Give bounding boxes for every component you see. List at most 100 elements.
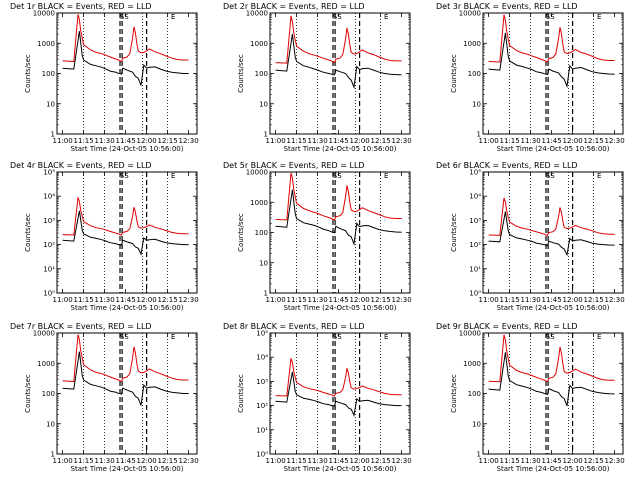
x-tick-label: 11:15 — [287, 137, 307, 145]
y-tick-label: 10000 — [459, 10, 481, 18]
lld-series-line — [275, 15, 402, 64]
x-tick-label: 12:00 — [350, 137, 370, 145]
x-tick-label: 11:00 — [266, 137, 286, 145]
x-axis-label: Start Time (24-Oct-05 10:56:00) — [71, 304, 184, 312]
y-axis-label: Counts/sec — [237, 213, 245, 252]
x-tick-label: 12:30 — [179, 137, 199, 145]
y-tick-label: 10 — [46, 100, 55, 108]
x-tick-label: 11:30 — [308, 296, 328, 304]
detector-panel: Det 8r BLACK = Events, RED = LLD 10⁰ 10¹ 10… — [223, 322, 412, 473]
detector-panel: Det 2r BLACK = Events, RED = LLD 1 10 100 10… — [223, 2, 412, 153]
x-tick-label: 11:00 — [266, 457, 286, 465]
x-tick-label: 12:00 — [563, 457, 583, 465]
time-marker-label: E — [384, 333, 388, 341]
y-tick-label: 1 — [477, 451, 481, 459]
x-tick-label: 11:30 — [521, 457, 541, 465]
time-marker-label: SS — [333, 13, 342, 21]
y-tick-label: 1 — [51, 451, 55, 459]
y-tick-label: 10 — [46, 420, 55, 428]
panel-title: Det 2r BLACK = Events, RED = LLD — [223, 2, 365, 11]
x-tick-label: 11:15 — [74, 457, 94, 465]
x-axis-label: Start Time (24-Oct-05 10:56:00) — [497, 145, 610, 153]
x-tick-label: 12:00 — [137, 457, 157, 465]
lld-series-line — [62, 14, 189, 63]
y-tick-label: 10 — [259, 259, 268, 267]
events-series-line — [488, 32, 615, 89]
y-tick-label: 100 — [42, 390, 55, 398]
plot-frame — [269, 332, 411, 455]
events-series-line — [275, 189, 402, 246]
x-tick-label: 11:45 — [329, 137, 349, 145]
y-axis-label: Counts/sec — [450, 54, 458, 93]
x-tick-label: 11:45 — [116, 296, 136, 304]
y-tick-label: 10000 — [246, 10, 268, 18]
x-tick-label: 12:15 — [371, 296, 391, 304]
time-marker-label: SS — [333, 172, 342, 180]
y-axis-label: Counts/sec — [237, 374, 245, 413]
x-axis-label: Start Time (24-Oct-05 10:56:00) — [71, 465, 184, 473]
panel-title: Det 5r BLACK = Events, RED = LLD — [223, 161, 365, 170]
detector-panel: Det 5r BLACK = Events, RED = LLD 1 10 100 10… — [223, 161, 412, 312]
y-axis-label: Counts/sec — [237, 54, 245, 93]
y-tick-label: 100 — [42, 70, 55, 78]
y-tick-label: 1000 — [250, 199, 268, 207]
x-tick-label: 12:30 — [179, 457, 199, 465]
y-tick-label: 10000 — [459, 330, 481, 338]
events-series-line — [275, 34, 402, 90]
lld-series-line — [488, 14, 615, 63]
y-tick-label: 1 — [477, 131, 481, 139]
x-tick-label: 12:30 — [605, 137, 625, 145]
x-tick-label: 11:30 — [521, 296, 541, 304]
y-tick-label: 1000 — [463, 40, 481, 48]
x-tick-label: 11:00 — [479, 457, 499, 465]
x-tick-label: 11:00 — [479, 296, 499, 304]
x-axis-label: Start Time (24-Oct-05 10:56:00) — [497, 304, 610, 312]
x-tick-label: 12:00 — [137, 137, 157, 145]
x-tick-label: 12:15 — [158, 296, 178, 304]
y-tick-label: 10⁰ — [256, 451, 268, 459]
panel-title: Det 3r BLACK = Events, RED = LLD — [436, 2, 578, 11]
x-tick-label: 11:00 — [53, 296, 73, 304]
x-axis-label: Start Time (24-Oct-05 10:56:00) — [284, 145, 397, 153]
plot-frame — [56, 12, 198, 135]
y-tick-label: 10000 — [33, 10, 55, 18]
lld-series-line — [62, 334, 189, 383]
x-tick-label: 12:15 — [584, 296, 604, 304]
time-marker-label: E — [171, 333, 175, 341]
x-tick-label: 12:00 — [350, 296, 370, 304]
y-tick-label: 10³ — [43, 217, 55, 225]
x-axis-label: Start Time (24-Oct-05 10:56:00) — [497, 465, 610, 473]
time-marker-label: E — [384, 172, 388, 180]
plot-frame — [56, 171, 198, 294]
y-tick-label: 10⁵ — [469, 169, 481, 177]
y-tick-label: 10³ — [256, 378, 268, 386]
plot-frame — [269, 171, 411, 294]
x-tick-label: 12:15 — [584, 137, 604, 145]
panel-title: Det 4r BLACK = Events, RED = LLD — [10, 161, 152, 170]
x-tick-label: 11:15 — [500, 296, 520, 304]
y-tick-label: 1 — [264, 290, 268, 298]
x-tick-label: 12:30 — [605, 457, 625, 465]
lld-series-line — [488, 334, 615, 383]
y-tick-label: 1 — [264, 131, 268, 139]
lld-series-line — [62, 197, 189, 236]
plot-frame — [482, 171, 624, 294]
x-tick-label: 11:45 — [116, 137, 136, 145]
x-tick-label: 11:30 — [521, 137, 541, 145]
x-tick-label: 11:45 — [542, 137, 562, 145]
detector-panel: Det 4r BLACK = Events, RED = LLD 10⁰ 10¹ 10… — [10, 161, 199, 312]
x-tick-label: 12:30 — [605, 296, 625, 304]
time-marker-label: SS — [333, 333, 342, 341]
detector-panel: Det 6r BLACK = Events, RED = LLD 10⁰ 10¹ 10… — [436, 161, 625, 312]
panel-title: Det 9r BLACK = Events, RED = LLD — [436, 322, 578, 331]
x-tick-label: 11:00 — [53, 457, 73, 465]
y-tick-label: 10³ — [469, 217, 481, 225]
y-tick-label: 10000 — [246, 169, 268, 177]
x-tick-label: 12:30 — [392, 137, 412, 145]
y-tick-label: 100 — [255, 70, 268, 78]
x-tick-label: 11:45 — [329, 296, 349, 304]
x-axis-label: Start Time (24-Oct-05 10:56:00) — [284, 465, 397, 473]
y-tick-label: 1000 — [463, 360, 481, 368]
y-tick-label: 10² — [256, 402, 268, 410]
